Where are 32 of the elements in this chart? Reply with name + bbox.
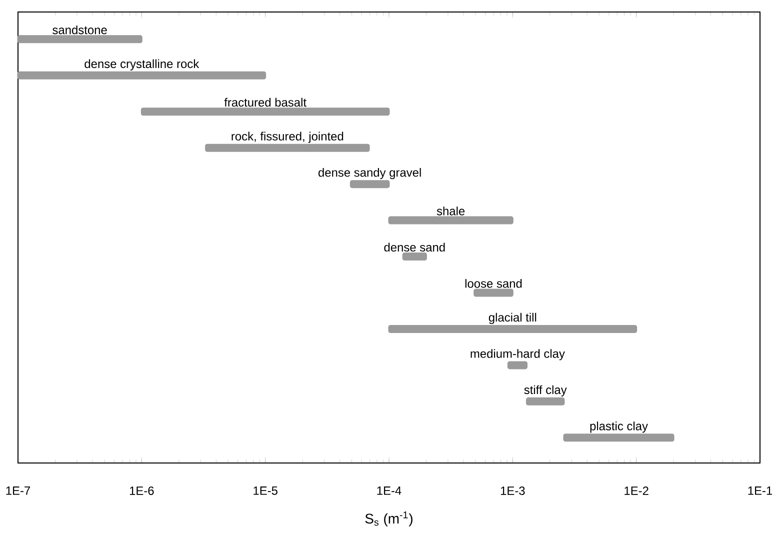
bar — [350, 180, 390, 188]
bar — [205, 144, 370, 152]
x-tick-label: 1E-4 — [377, 486, 402, 495]
x-axis-title: S$_{s}$ (m$^{-1}$) — [365, 512, 412, 526]
bar — [140, 108, 390, 116]
bar — [563, 434, 674, 442]
x-tick-label: 1E-7 — [6, 486, 30, 495]
y-tick-label: glacial till — [488, 312, 536, 324]
y-tick-label: stiff clay — [524, 385, 567, 396]
bar — [474, 288, 514, 297]
y-tick-label: shale — [436, 206, 465, 216]
y-tick-label: dense sandy gravel — [318, 168, 421, 180]
x-tick-label: 1E-6 — [130, 486, 154, 495]
x-tick-label: 1E-5 — [254, 486, 278, 495]
bar — [17, 71, 266, 80]
bar — [507, 361, 528, 370]
y-tick-label: medium-hard clay — [470, 349, 565, 360]
bar — [526, 397, 565, 406]
x-tick-label: 1E-1 — [748, 486, 772, 495]
y-tick-label: fractured basalt — [224, 98, 306, 107]
x-tick-label: 1E-2 — [624, 486, 648, 495]
y-tick-label: plastic clay — [590, 422, 648, 433]
bar — [388, 216, 514, 224]
bar — [17, 35, 142, 44]
x-tick-label: 1E-3 — [500, 486, 525, 495]
bar — [402, 252, 427, 261]
bar — [388, 324, 638, 333]
y-tick-label: dense crystalline rock — [84, 59, 200, 70]
y-tick-label: dense sand — [384, 242, 445, 252]
y-tick-label: sandstone — [52, 25, 107, 34]
y-tick-label: loose sand — [465, 279, 522, 288]
y-tick-label: rock, fissured, jointed — [232, 132, 344, 143]
